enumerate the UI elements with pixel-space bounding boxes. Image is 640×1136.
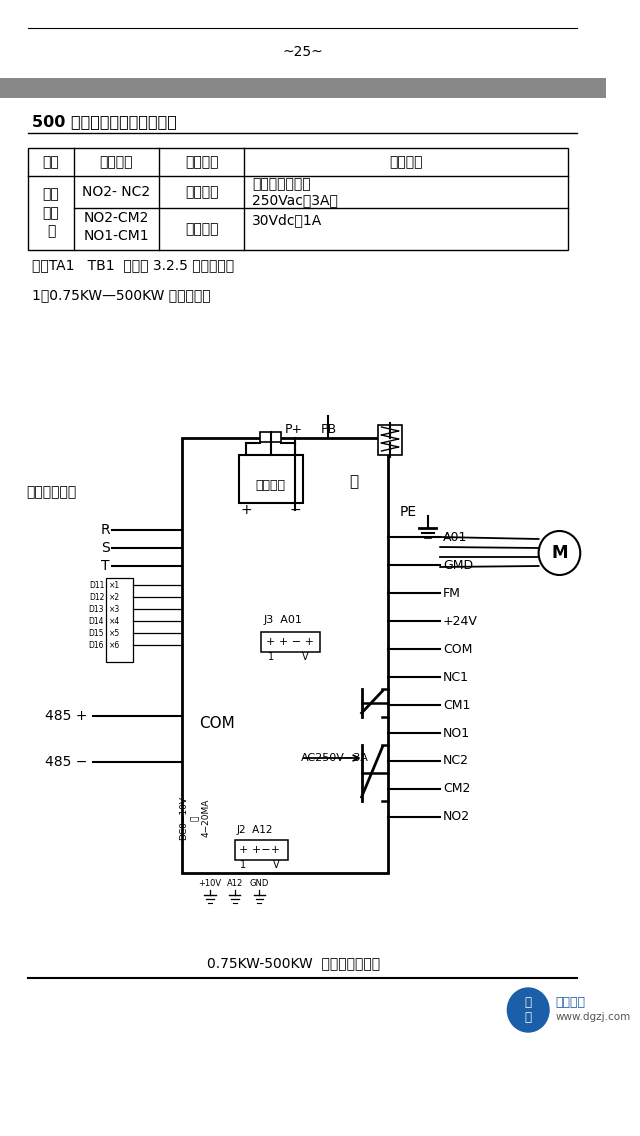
Text: M: M [551,544,568,562]
Text: +24V: +24V [443,615,478,627]
Text: A12: A12 [227,879,243,888]
Text: NO1-CM1: NO1-CM1 [84,229,149,243]
Bar [261,632,320,652]
Text: GND: GND [250,879,269,888]
Text: +10V: +10V [198,879,221,888]
Bar [182,438,388,872]
Text: ~25~: ~25~ [282,45,323,59]
Text: 触点驱动能力：: 触点驱动能力： [252,177,310,191]
Text: www.dgzj.com: www.dgzj.com [556,1012,631,1022]
Bar [260,432,281,442]
Text: ×1: ×1 [109,580,120,590]
Text: 250Vac，3A，: 250Vac，3A， [252,193,338,207]
Text: 功能说明: 功能说明 [389,154,423,169]
Text: V: V [273,860,279,870]
Text: A01: A01 [443,531,467,543]
Text: 1: 1 [268,652,274,662]
Text: 注：TA1   TB1  非标配 3.2.5 端子接线图: 注：TA1 TB1 非标配 3.2.5 端子接线图 [32,258,234,272]
Bar [106,578,132,662]
Text: D16: D16 [88,641,104,650]
Text: 继电
器输
出: 继电 器输 出 [43,187,60,239]
Text: 类别: 类别 [43,154,60,169]
Text: 电
工: 电 工 [525,996,532,1024]
Bar [235,840,288,860]
Bar [378,425,403,456]
Text: 0.75KW-500KW  功率端子接线图: 0.75KW-500KW 功率端子接线图 [207,957,380,970]
Text: ×4: ×4 [109,617,120,626]
Text: 或: 或 [349,475,358,490]
Text: 电工之家: 电工之家 [556,995,586,1009]
Circle shape [539,531,580,575]
Text: 三相电源输入: 三相电源输入 [26,485,77,499]
Text: 485 +: 485 + [45,709,88,722]
Text: S: S [101,541,110,556]
Text: 常开端子: 常开端子 [185,222,218,236]
Text: ×5: ×5 [109,628,120,637]
Text: 485 −: 485 − [45,755,88,769]
Text: NO2- NC2: NO2- NC2 [83,185,150,199]
Text: AC250V−3A: AC250V−3A [301,753,369,763]
Text: D15: D15 [88,628,104,637]
Text: GMD: GMD [443,559,473,571]
Text: PB: PB [321,423,337,435]
Circle shape [508,988,549,1031]
Text: PE: PE [399,506,417,519]
Text: 1）0.75KW—500KW 端子接线图: 1）0.75KW—500KW 端子接线图 [32,289,211,302]
Text: ×2: ×2 [109,593,120,601]
Bar [28,148,568,250]
Text: 30Vdc，1A: 30Vdc，1A [252,214,322,227]
Text: + +−+: + +−+ [239,845,280,855]
Text: T: T [101,559,110,573]
Text: 端子符号: 端子符号 [100,154,133,169]
Text: D13: D13 [88,604,104,613]
Bar [239,456,303,503]
Text: NO2: NO2 [443,810,470,824]
Text: CM2: CM2 [443,783,470,795]
Text: 500 系列通用变频器使用手册: 500 系列通用变频器使用手册 [32,115,177,130]
Text: D12: D12 [89,593,104,601]
Text: 端子名称: 端子名称 [185,154,218,169]
Text: D14: D14 [88,617,104,626]
Text: 制动单元: 制动单元 [256,478,285,492]
Text: NO2-CM2: NO2-CM2 [84,211,149,225]
Text: DC0−10V
或
4−20MA: DC0−10V 或 4−20MA [179,796,211,840]
Text: COM: COM [199,716,234,730]
Text: FM: FM [443,586,461,600]
Text: NO1: NO1 [443,727,470,740]
Bar [0,78,606,98]
Text: J2  A12: J2 A12 [237,825,273,835]
Text: CM1: CM1 [443,699,470,711]
Text: 常闭端子: 常闭端子 [185,185,218,199]
Text: −: − [289,503,301,517]
Text: R: R [100,523,110,537]
Text: ×3: ×3 [109,604,120,613]
Text: NC2: NC2 [443,754,469,768]
Text: + + − +: + + − + [266,637,314,648]
Text: +: + [240,503,252,517]
Text: V: V [302,652,308,662]
Text: P+: P+ [284,423,303,435]
Text: 1: 1 [241,860,246,870]
Text: D11: D11 [89,580,104,590]
Text: COM: COM [443,643,472,655]
Text: NC1: NC1 [443,670,469,684]
Text: J3  A01: J3 A01 [263,615,302,625]
Text: ×6: ×6 [109,641,120,650]
